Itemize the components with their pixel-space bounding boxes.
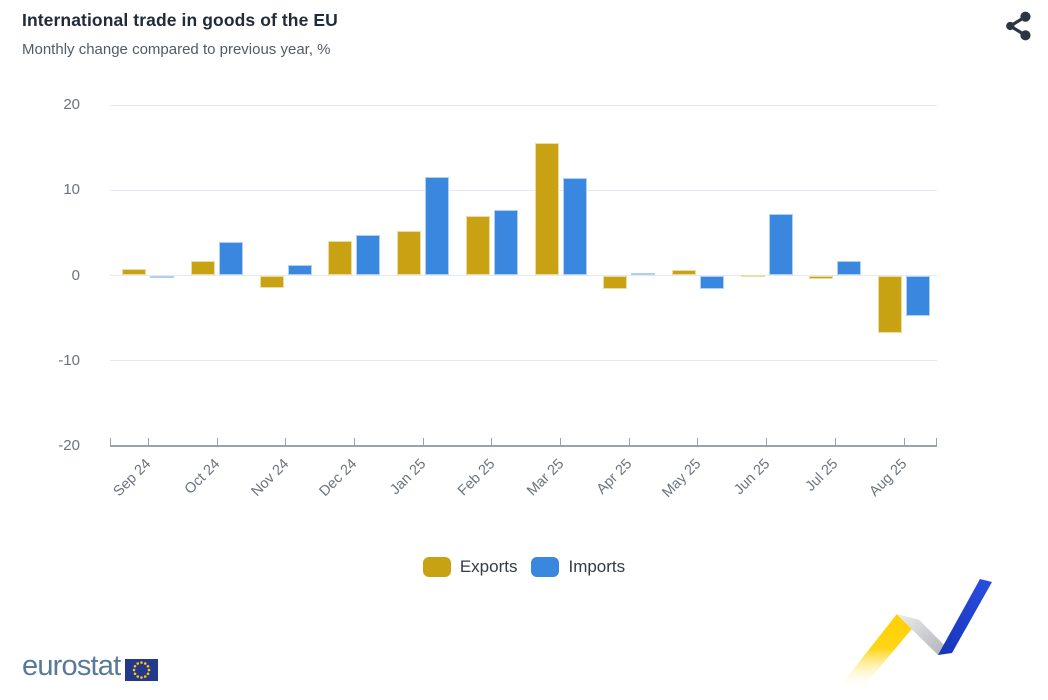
axis-tick [834, 438, 836, 446]
legend-label: Imports [568, 557, 626, 576]
page-title: International trade in goods of the EU [22, 10, 338, 30]
legend-item-imports[interactable]: Imports [531, 557, 625, 577]
grid-line [110, 104, 937, 106]
bar-exports-nov-24[interactable] [259, 275, 284, 289]
eurostat-logo: eurostat [22, 650, 159, 682]
axis-tick [697, 438, 699, 446]
bar-imports-may-25[interactable] [699, 275, 724, 290]
bar-exports-aug-25[interactable] [878, 275, 903, 333]
bar-exports-jul-25[interactable] [809, 275, 834, 279]
grid-line [110, 189, 937, 191]
axis-tick [147, 438, 149, 446]
bar-imports-feb-25[interactable] [493, 209, 518, 276]
chart-legend: Exports Imports [0, 557, 1048, 577]
bar-imports-dec-24[interactable] [356, 234, 381, 276]
bar-imports-oct-24[interactable] [219, 242, 244, 276]
y-axis-label: 20 [63, 96, 80, 113]
legend-item-exports[interactable]: Exports [422, 557, 518, 577]
bar-exports-dec-24[interactable] [328, 240, 353, 276]
y-axis-label: 10 [63, 181, 80, 199]
bar-exports-oct-24[interactable] [191, 261, 216, 276]
axis-tick [110, 438, 111, 446]
bar-exports-apr-25[interactable] [603, 275, 628, 290]
eu-flag-icon [125, 659, 159, 681]
eurostat-logo-text: eurostat [22, 650, 121, 682]
share-icon [1006, 11, 1031, 41]
x-axis-label: Jan 25 [387, 456, 430, 499]
axis-tick [422, 438, 424, 446]
x-axis-label: Jul 25 [802, 456, 842, 495]
bar-exports-feb-25[interactable] [465, 215, 490, 276]
axis-tick [936, 438, 937, 446]
bar-exports-jun-25[interactable] [740, 274, 765, 277]
axis-tick [560, 438, 562, 446]
bar-imports-mar-25[interactable] [562, 178, 587, 276]
legend-swatch-exports [422, 557, 451, 577]
x-axis-label: Aug 25 [866, 456, 911, 500]
grid-line [110, 275, 937, 276]
axis-tick [903, 438, 905, 446]
share-button[interactable] [1002, 10, 1034, 42]
axis-tick [766, 438, 768, 446]
bar-imports-apr-25[interactable] [631, 272, 656, 276]
bar-imports-jan-25[interactable] [425, 176, 450, 276]
bar-exports-jan-25[interactable] [397, 231, 422, 276]
axis-tick [628, 438, 630, 446]
bar-imports-aug-25[interactable] [906, 275, 931, 317]
page-subtitle: Monthly change compared to previous year… [22, 41, 331, 58]
x-axis-label: Dec 24 [316, 456, 361, 500]
bar-imports-jul-25[interactable] [837, 261, 862, 276]
y-axis-label: -10 [58, 351, 80, 369]
bar-imports-nov-24[interactable] [287, 265, 312, 276]
x-axis-line [110, 445, 937, 447]
x-axis-label: Oct 24 [181, 456, 224, 498]
axis-tick [285, 438, 287, 446]
grid-line [110, 360, 937, 362]
trend-ribbon-graphic [837, 579, 992, 690]
axis-tick [216, 438, 218, 446]
x-axis-label: Mar 25 [523, 456, 567, 500]
x-axis-label: Nov 24 [248, 456, 293, 500]
axis-tick [491, 438, 493, 446]
bar-exports-sep-24[interactable] [122, 268, 147, 276]
x-axis-label: Feb 25 [454, 456, 499, 500]
y-axis-label: 0 [71, 266, 80, 284]
y-axis-label: -20 [58, 437, 80, 454]
legend-swatch-imports [531, 557, 560, 577]
x-axis-label: May 25 [659, 456, 705, 501]
bar-imports-sep-24[interactable] [150, 275, 175, 279]
x-axis-label: Jun 25 [730, 456, 773, 499]
bar-exports-mar-25[interactable] [534, 142, 559, 276]
legend-label: Exports [459, 557, 518, 576]
x-axis-label: Sep 24 [110, 456, 155, 500]
bar-imports-jun-25[interactable] [768, 214, 793, 276]
axis-tick [353, 438, 355, 446]
x-axis-label: Apr 25 [594, 456, 636, 498]
bar-exports-may-25[interactable] [671, 270, 696, 276]
